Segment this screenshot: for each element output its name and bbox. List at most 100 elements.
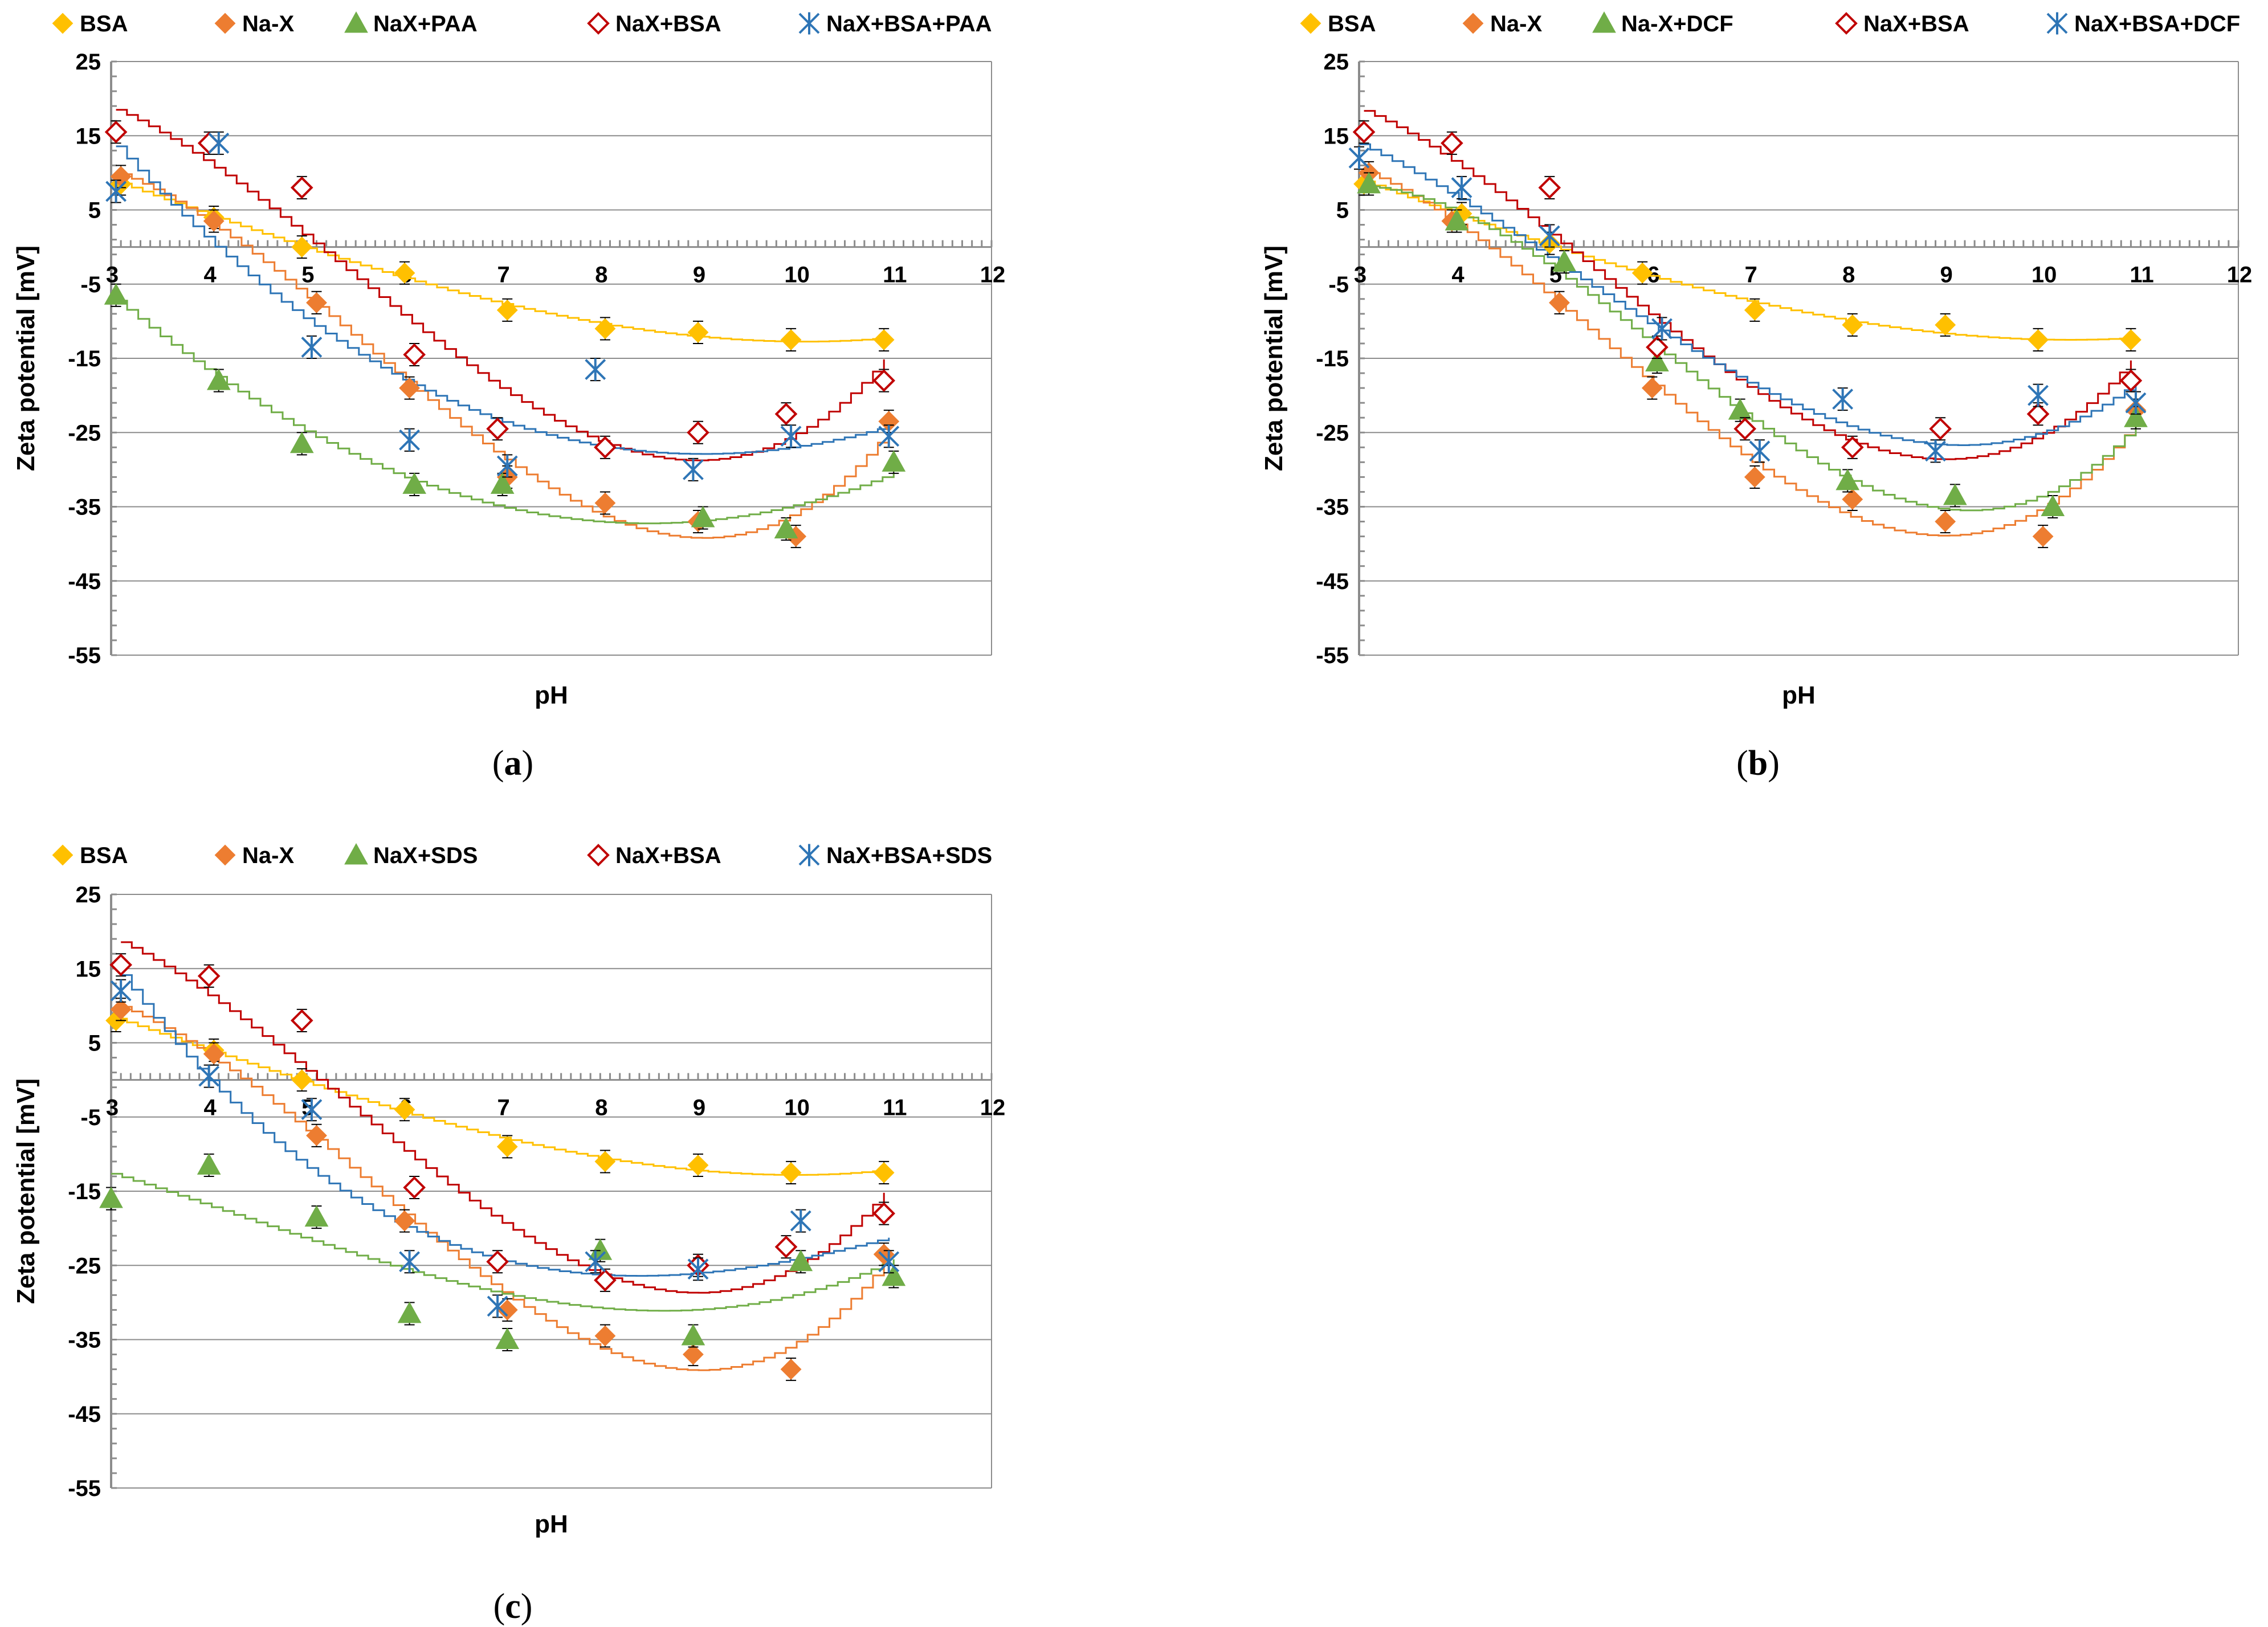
data-point — [402, 472, 427, 494]
data-point — [496, 455, 518, 477]
data-point — [496, 1136, 518, 1158]
x-tick-label: 3 — [106, 263, 119, 288]
y-tick-label: -55 — [68, 1476, 101, 1501]
series-nax-sds — [99, 1153, 906, 1352]
legend-label: NaX+BSA — [615, 843, 721, 868]
data-point — [2026, 402, 2050, 426]
data-point — [2032, 526, 2054, 547]
y-tick-label: -5 — [80, 272, 101, 297]
data-point — [2028, 329, 2049, 350]
legend-label: NaX+BSA — [615, 11, 721, 36]
series-nax-bsa-paa — [105, 131, 900, 481]
data-point — [487, 1295, 508, 1318]
x-axis-title: pH — [1782, 681, 1816, 709]
data-point — [872, 369, 895, 392]
y-tick-label: -25 — [68, 420, 101, 445]
chart-panel-a: 25155-5-15-25-35-45-553456789101112pHZet… — [12, 11, 1005, 783]
y-tick-label: -15 — [1316, 346, 1349, 371]
legend-marker — [52, 844, 74, 866]
legend-marker — [1462, 13, 1484, 34]
data-point — [1445, 209, 1469, 231]
data-point — [1441, 132, 1463, 155]
x-tick-label: 4 — [204, 1095, 217, 1121]
data-point — [1935, 511, 1956, 532]
data-point — [687, 421, 709, 444]
data-point — [594, 436, 617, 459]
y-tick-label: -25 — [68, 1253, 101, 1278]
data-point — [780, 1162, 802, 1183]
data-point — [394, 262, 415, 284]
data-point — [110, 999, 132, 1020]
y-axis-title: Zeta potential [mV] — [12, 246, 40, 471]
data-point — [291, 1069, 313, 1091]
panel-caption: (c) — [493, 1587, 533, 1626]
data-point — [1631, 262, 1653, 284]
x-tick-label: 7 — [497, 263, 510, 288]
data-point — [585, 1250, 606, 1273]
data-point — [1728, 398, 1752, 420]
data-point — [1842, 489, 1863, 510]
legend-marker — [214, 13, 236, 34]
data-point — [691, 506, 715, 528]
data-point — [486, 417, 509, 440]
y-tick-label: 5 — [1336, 198, 1349, 223]
trendline-nax-bsa — [121, 941, 885, 1294]
legend-label: BSA — [80, 11, 128, 36]
x-tick-label: 12 — [980, 263, 1006, 288]
legend-label: Na-X+DCF — [1621, 11, 1733, 36]
legend-marker — [2046, 12, 2068, 35]
x-tick-label: 4 — [1451, 263, 1465, 288]
y-tick-label: -45 — [1316, 569, 1349, 594]
data-point — [594, 492, 616, 514]
chart-panel-c: 25155-5-15-25-35-45-553456789101112pHZet… — [12, 843, 1005, 1626]
data-point — [2120, 329, 2141, 350]
data-point — [397, 1301, 422, 1323]
data-point — [394, 1210, 415, 1232]
data-point — [2041, 494, 2065, 516]
y-tick-label: -25 — [1316, 420, 1349, 445]
data-point — [878, 425, 900, 448]
data-point — [1352, 120, 1376, 144]
y-tick-label: -5 — [1328, 272, 1349, 297]
y-tick-label: -35 — [1316, 495, 1349, 520]
x-tick-label: 8 — [1842, 263, 1855, 288]
legend-marker — [587, 844, 610, 866]
x-tick-label: 11 — [2130, 263, 2153, 288]
data-point — [2028, 384, 2049, 407]
data-point — [1835, 468, 1860, 490]
x-tick-label: 10 — [784, 263, 810, 288]
data-point — [594, 1269, 617, 1292]
series-nax-bsa-sds — [110, 979, 900, 1318]
series-nax-bsa-dcf — [1348, 146, 2147, 463]
x-tick-label: 4 — [204, 263, 217, 288]
x-tick-label: 6 — [1647, 263, 1659, 288]
x-axis-title: pH — [535, 681, 568, 709]
data-point — [291, 236, 313, 258]
data-point — [496, 1299, 518, 1321]
y-tick-label: -55 — [68, 643, 101, 668]
trendline-bsa — [1364, 181, 2132, 341]
y-axis-title: Zeta potential [mV] — [12, 1078, 40, 1304]
series-nax-bsa — [109, 953, 895, 1292]
trendline-nax-bsa-paa — [116, 145, 890, 455]
legend-marker — [214, 844, 236, 866]
data-point — [687, 1258, 709, 1281]
data-point — [197, 1153, 221, 1175]
legend-marker — [798, 844, 820, 866]
caption-letter: a — [504, 744, 522, 783]
data-point — [1842, 314, 1863, 336]
data-point — [197, 964, 221, 988]
data-point — [774, 517, 798, 539]
data-point — [1645, 350, 1669, 372]
data-point — [1539, 224, 1560, 247]
legend-label: NaX+BSA+DCF — [2074, 11, 2240, 36]
trendline-bsa — [116, 1017, 885, 1176]
data-point — [208, 132, 230, 154]
x-tick-label: 5 — [301, 263, 314, 288]
data-point — [1357, 171, 1381, 194]
data-point — [687, 321, 709, 343]
data-point — [486, 1250, 509, 1273]
series-nax-paa — [104, 283, 906, 541]
data-point — [203, 1043, 225, 1065]
data-point — [873, 1162, 895, 1183]
